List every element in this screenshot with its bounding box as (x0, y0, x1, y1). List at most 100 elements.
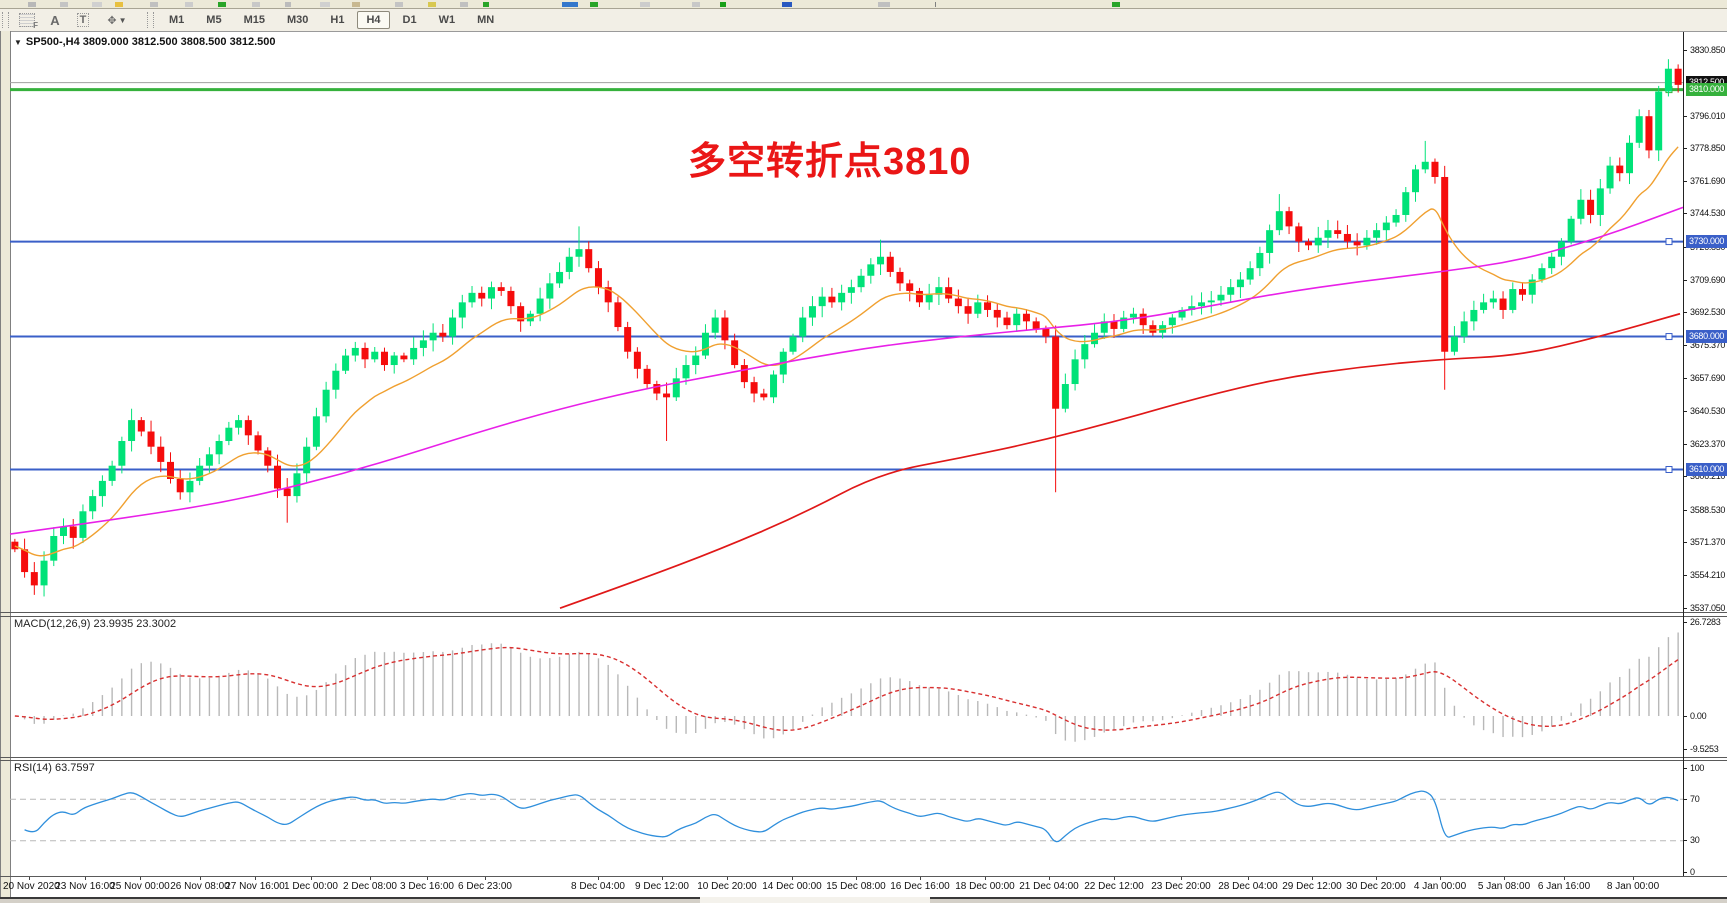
hline-handle-3730[interactable] (1665, 238, 1673, 246)
time-tick (1564, 877, 1565, 880)
rsi-tick-label: 0 (1690, 867, 1695, 877)
chart-title-text: SP500-,H4 3809.000 3812.500 3808.500 381… (25, 36, 276, 48)
time-axis-label: 8 Jan 00:00 (1606, 881, 1660, 892)
macd-rsi-separator[interactable] (0, 757, 1727, 758)
macd-tick-label-tick (1683, 749, 1687, 750)
dropdown-caret-icon[interactable]: ▼ (118, 15, 127, 25)
price-tick-label: 3796.010 (1690, 111, 1726, 121)
main-macd-separator[interactable] (0, 612, 1727, 613)
time-tick (1633, 877, 1634, 880)
rsi-tick-label-tick (1683, 872, 1687, 873)
time-tick (29, 877, 30, 880)
rsi-line (24, 790, 1679, 843)
rsi-tick-label-tick (1683, 840, 1687, 841)
hline-handle-3610[interactable] (1665, 466, 1673, 474)
timeframe-button-d1[interactable]: D1 (402, 14, 417, 26)
rsi-tick-label: 70 (1690, 794, 1700, 804)
macd-signal-line (14, 646, 1679, 731)
price-tick-label: 3537.050 (1690, 603, 1726, 613)
timeframe-button-w1[interactable]: W1 (438, 14, 456, 26)
time-axis-label: 27 Nov 16:00 (225, 881, 285, 892)
timeframe-button-m5[interactable]: M5 (206, 14, 222, 26)
time-axis-label: 8 Dec 04:00 (571, 881, 625, 892)
price-tick-label: 3692.530 (1690, 307, 1726, 317)
price-tick-label: 3623.370 (1690, 439, 1726, 449)
rsi-panel (10, 790, 1683, 843)
time-axis-label: 5 Jan 08:00 (1477, 881, 1531, 892)
hline-price-box-3810: 3810.000 (1686, 83, 1727, 96)
price-tick-label-tick (1683, 148, 1687, 149)
chart-annotation-text[interactable]: 多空转折点3810 (688, 141, 972, 183)
symbol-dropdown-icon[interactable]: ▼ (14, 38, 22, 47)
time-axis-label: 28 Dec 04:00 (1218, 881, 1278, 892)
fibo-retracement-icon[interactable]: F (15, 10, 39, 30)
price-tick-label: 3675.370 (1690, 340, 1726, 350)
price-tick-label: 3744.530 (1690, 208, 1726, 218)
chart-window-top-border (0, 31, 1727, 32)
timeframe-button-h4[interactable]: H4 (357, 11, 390, 29)
time-tick (311, 877, 312, 880)
price-tick-label-tick (1683, 213, 1687, 214)
hline-handle-3680[interactable] (1665, 333, 1673, 341)
timeframe-button-m1[interactable]: M1 (169, 14, 185, 26)
time-axis-label: 29 Dec 12:00 (1282, 881, 1342, 892)
rsi-tick-label: 100 (1690, 763, 1705, 773)
time-tick (255, 877, 256, 880)
price-tick-label-tick (1683, 116, 1687, 117)
rsi-indicator-label: RSI(14) 63.7597 (14, 762, 95, 774)
price-tick-label-tick (1683, 181, 1687, 182)
time-axis-label: 15 Dec 08:00 (826, 881, 886, 892)
price-tick-label-tick (1683, 247, 1687, 248)
ma-mid-line (9, 206, 1684, 535)
time-tick (1440, 877, 1441, 880)
text-label-icon[interactable]: A (50, 12, 60, 28)
time-tick (1181, 877, 1182, 880)
timeframe-button-h1[interactable]: H1 (330, 14, 345, 26)
time-axis-label: 16 Dec 16:00 (890, 881, 950, 892)
price-tick-label: 3554.210 (1690, 570, 1726, 580)
macd-tick-label-tick (1683, 622, 1687, 623)
time-axis-label: 1 Dec 00:00 (284, 881, 338, 892)
macd-indicator-label: MACD(12,26,9) 23.9935 23.3002 (14, 618, 177, 630)
price-tick-label-tick (1683, 378, 1687, 379)
time-tick (1248, 877, 1249, 880)
time-tick (662, 877, 663, 880)
time-axis-label: 21 Dec 04:00 (1019, 881, 1079, 892)
time-tick (598, 877, 599, 880)
time-tick (200, 877, 201, 880)
price-lines[interactable] (10, 82, 1683, 474)
toolbar-drag-handle[interactable] (2, 12, 9, 28)
macd-tick-label: 0.00 (1690, 711, 1707, 721)
timeframe-toolbar-drag-handle[interactable] (147, 12, 154, 28)
time-tick (427, 877, 428, 880)
price-tick-label-tick (1683, 476, 1687, 477)
timeframe-button-m15[interactable]: M15 (243, 14, 265, 26)
arrows-icon[interactable]: ✥ ▼ (107, 14, 127, 27)
price-tick-label-tick (1683, 510, 1687, 511)
ma-slow-line (559, 312, 1681, 609)
price-tick-label-tick (1683, 444, 1687, 445)
price-tick-label-tick (1683, 312, 1687, 313)
macd-tick-label-tick (1683, 716, 1687, 717)
price-tick-label-tick (1683, 411, 1687, 412)
time-axis-label: 22 Dec 12:00 (1084, 881, 1144, 892)
text-icon[interactable]: T (71, 10, 95, 30)
timeframe-button-m30[interactable]: M30 (286, 14, 309, 26)
time-axis-label: 25 Nov 00:00 (110, 881, 170, 892)
fibo-glyph: F (19, 13, 38, 30)
rsi-tick-label: 30 (1690, 835, 1700, 845)
time-tick (920, 877, 921, 880)
timeframe-group: M1 M5 M15 M30 H1 H4 D1 W1 MN (158, 11, 505, 29)
time-tick (1049, 877, 1050, 880)
time-tick (1114, 877, 1115, 880)
main-macd-separator-2 (0, 616, 1727, 617)
moving-averages (9, 146, 1684, 609)
timeframe-button-mn[interactable]: MN (477, 14, 495, 26)
time-tick (856, 877, 857, 880)
time-axis-label: 6 Dec 23:00 (458, 881, 512, 892)
time-axis-label: 2 Dec 08:00 (343, 881, 397, 892)
time-axis-label: 20 Nov 2020 (3, 881, 60, 892)
time-tick (792, 877, 793, 880)
